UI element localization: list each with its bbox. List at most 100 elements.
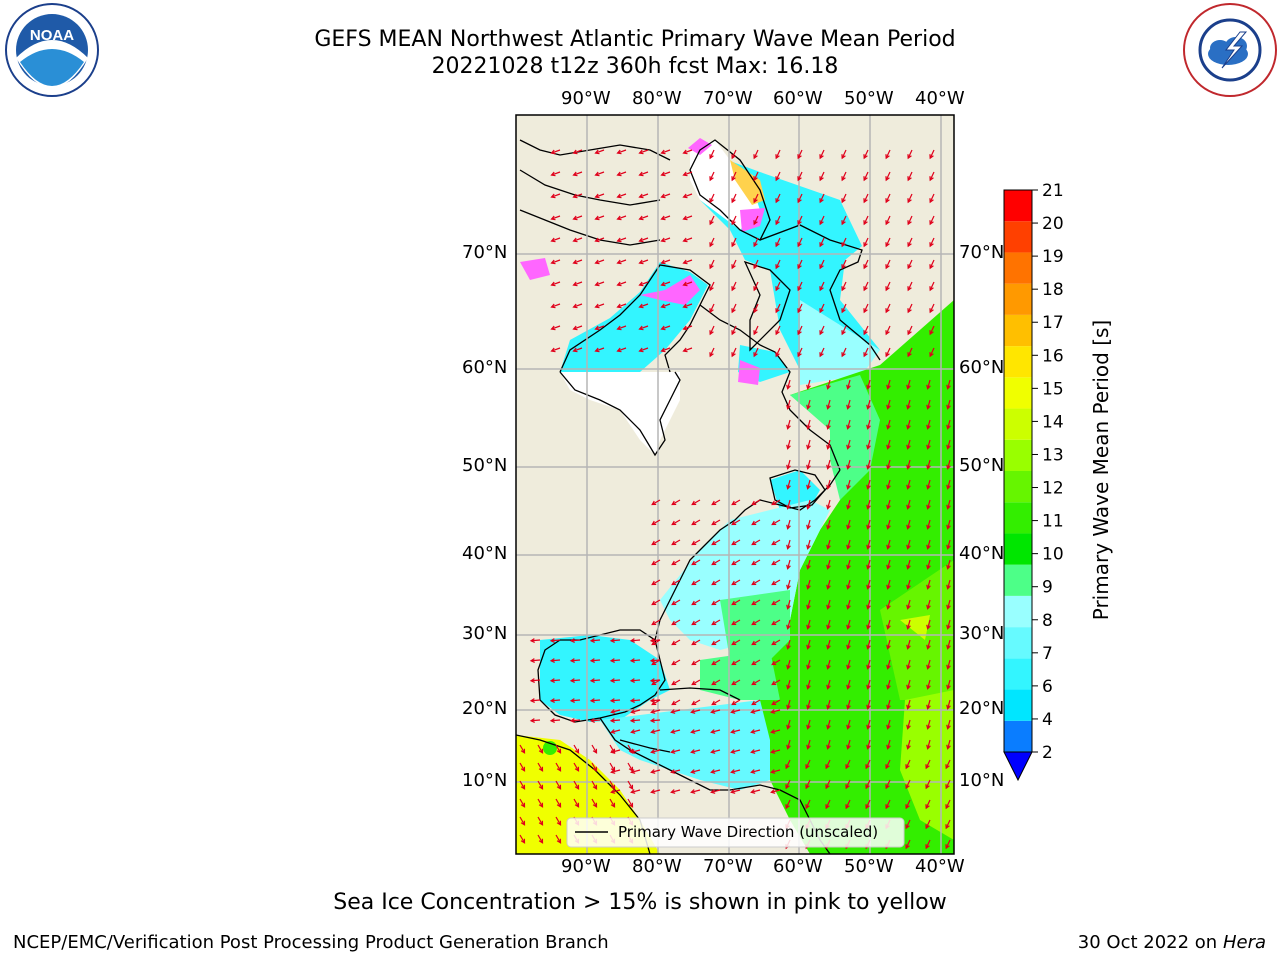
wave-direction-arrowhead <box>926 684 931 690</box>
wave-direction-arrows <box>519 149 951 850</box>
wave-direction-arrowhead <box>885 352 890 358</box>
wave-direction-arrow <box>907 479 911 489</box>
wave-direction-arrowhead <box>806 504 811 510</box>
wave-direction-arrowhead <box>826 464 831 470</box>
wave-direction-arrowhead <box>886 724 891 730</box>
wave-direction-arrowhead <box>594 171 600 177</box>
wave-direction-arrow <box>611 729 621 733</box>
wave-direction-arrow <box>907 193 913 203</box>
wave-direction-arrowhead <box>731 220 736 226</box>
wave-direction-arrow <box>651 659 661 666</box>
wave-direction-arrow <box>787 539 791 549</box>
wave-direction-arrowhead <box>775 352 780 358</box>
wave-direction-arrow <box>907 399 911 409</box>
wave-direction-arrowhead <box>907 154 912 160</box>
wave-direction-arrow <box>661 347 671 352</box>
wave-direction-arrow <box>925 779 931 789</box>
wave-direction-arrowhead <box>574 802 580 808</box>
wave-direction-arrow <box>731 599 741 606</box>
wave-direction-arrowhead <box>731 500 737 506</box>
wave-direction-arrow <box>683 171 693 176</box>
wave-direction-arrowhead <box>569 678 575 683</box>
wave-direction-arrowhead <box>750 789 756 794</box>
colorbar-cell <box>1004 658 1032 690</box>
wave-direction-arrow <box>661 215 671 220</box>
wave-direction-arrowhead <box>826 724 831 730</box>
wave-direction-arrowhead <box>826 644 831 650</box>
wave-direction-arrowhead <box>846 724 851 730</box>
wave-direction-arrowhead <box>660 237 666 243</box>
wave-direction-arrow <box>771 769 781 773</box>
wave-direction-arrow <box>550 679 561 682</box>
wave-direction-arrowhead <box>946 384 951 390</box>
wave-direction-arrow <box>551 193 561 198</box>
wave-direction-arrowhead <box>825 804 830 810</box>
wave-direction-arrowhead <box>730 789 736 794</box>
wave-direction-arrowhead <box>628 766 634 772</box>
wave-direction-arrowhead <box>750 769 756 774</box>
wave-direction-arrow <box>807 419 811 429</box>
wave-direction-arrowhead <box>846 684 851 690</box>
wave-direction-arrowhead <box>770 749 776 754</box>
wave-direction-arrowhead <box>846 744 851 750</box>
wave-direction-arrowhead <box>650 789 656 794</box>
lat-label-left-70n: 70°N <box>462 242 508 263</box>
colorbar-tick-label: 10 <box>1042 545 1064 565</box>
wave-direction-arrowhead <box>797 220 802 226</box>
wave-direction-arrow <box>731 539 741 546</box>
wave-direction-arrowhead <box>786 524 791 530</box>
wave-direction-arrow <box>661 325 671 330</box>
wave-direction-arrowhead <box>651 620 657 626</box>
wave-direction-arrowhead <box>797 352 802 358</box>
wave-direction-arrowhead <box>906 524 911 530</box>
wave-direction-arrowhead <box>638 347 644 353</box>
wave-direction-arrow <box>709 193 715 203</box>
wave-direction-arrowhead <box>753 198 758 204</box>
wave-direction-arrowhead <box>630 769 636 774</box>
wave-direction-arrowhead <box>549 638 555 643</box>
wave-direction-arrow <box>827 679 831 689</box>
wave-direction-arrowhead <box>751 560 757 566</box>
wave-direction-arrow <box>947 399 951 409</box>
wave-direction-arrowhead <box>906 464 911 470</box>
wave-direction-arrowhead <box>786 644 791 650</box>
wave-direction-arrowhead <box>550 259 556 265</box>
wave-direction-arrow <box>630 659 641 662</box>
wave-direction-arrowhead <box>946 644 951 650</box>
wave-direction-arrowhead <box>731 198 736 204</box>
colorbar-tick-label: 12 <box>1042 479 1064 499</box>
wave-direction-arrowhead <box>651 560 657 566</box>
wave-direction-arrow <box>551 149 561 154</box>
wave-direction-arrowhead <box>819 176 824 182</box>
wave-direction-arrow <box>651 619 661 626</box>
wave-direction-arrowhead <box>865 804 870 810</box>
wave-direction-arrow <box>863 193 869 203</box>
wave-direction-arrowhead <box>550 237 556 243</box>
footer-host: Hera <box>1222 932 1266 953</box>
wave-direction-arrow <box>610 699 621 702</box>
wave-direction-arrowhead <box>886 564 891 570</box>
wave-direction-arrow <box>787 479 791 489</box>
wave-direction-arrow <box>731 325 737 335</box>
wave-direction-arrow <box>863 281 869 291</box>
wave-direction-arrow <box>907 347 913 357</box>
wave-direction-arrow <box>925 839 931 849</box>
wave-direction-arrowhead <box>786 504 791 510</box>
wave-direction-arrow <box>907 739 911 749</box>
colorbar-cell <box>1004 595 1032 628</box>
lon-label-top-50w: 50°W <box>844 88 894 109</box>
wave-direction-arrow <box>771 789 781 793</box>
wave-direction-arrowhead <box>589 638 595 643</box>
wave-direction-arrowhead <box>846 444 851 450</box>
wave-direction-arrow <box>787 499 791 509</box>
wave-direction-arrow <box>907 459 911 469</box>
wave-direction-arrow <box>867 499 871 509</box>
wave-direction-arrowhead <box>710 749 716 754</box>
wave-direction-arrowhead <box>569 658 575 663</box>
wave-direction-arrowhead <box>671 660 677 666</box>
wave-direction-arrow <box>947 439 951 449</box>
wave-direction-arrowhead <box>529 718 535 723</box>
lon-label-top-60w: 60°W <box>773 88 823 109</box>
wave-direction-arrow <box>570 679 581 682</box>
wave-direction-arrowhead <box>775 198 780 204</box>
